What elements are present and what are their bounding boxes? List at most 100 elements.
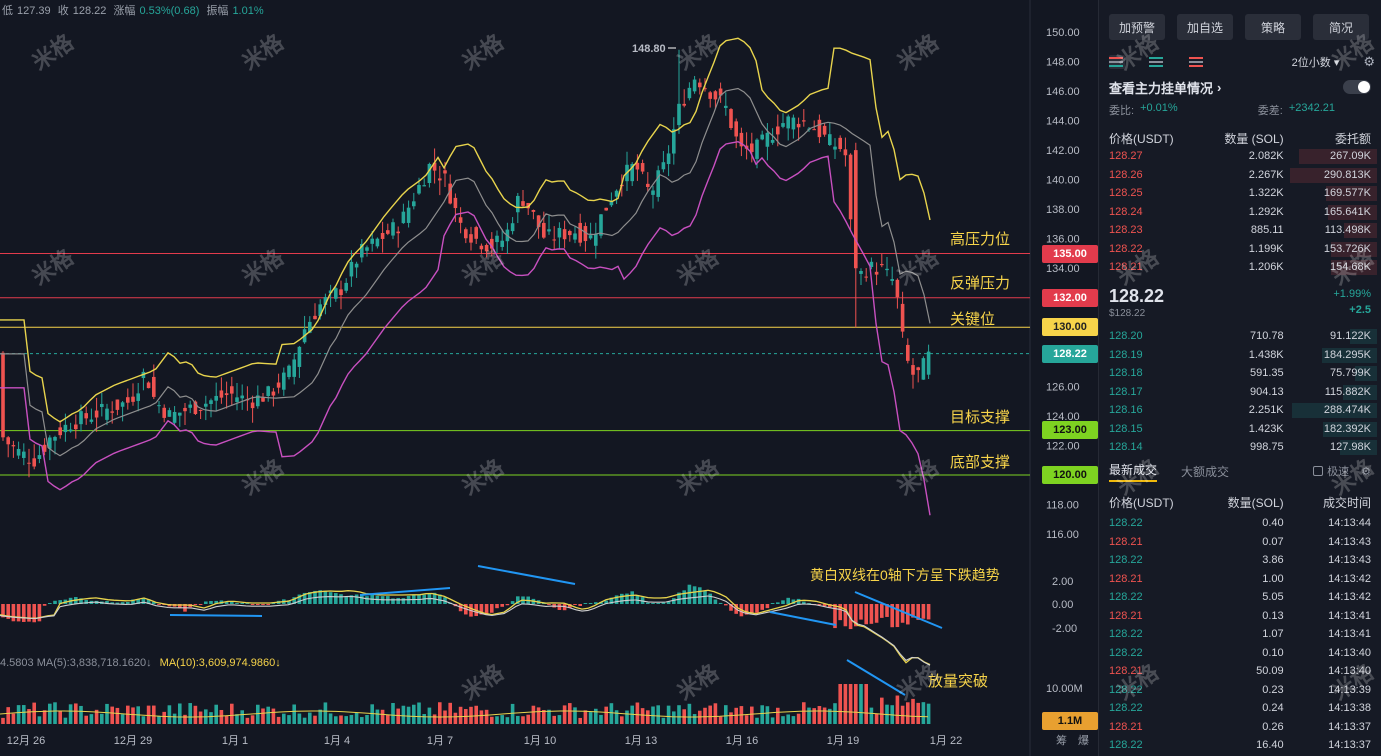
candle-body [365,247,369,251]
overview-button[interactable]: 简况 [1313,14,1369,40]
row-price: 128.24 [1109,205,1143,218]
row-time: 14:13:42 [1328,572,1371,585]
macd-histogram-bar [484,604,489,615]
fast-mode[interactable]: 极速 ⚙ [1313,463,1371,479]
row-amount: 290.813K [1323,168,1371,181]
macd-histogram-bar [854,604,858,627]
tab-latest-trades[interactable]: 最新成交 [1109,461,1158,482]
gear-icon[interactable]: ⚙ [1363,54,1375,69]
row-qty: 1.00 [1262,572,1284,585]
candle-body [822,125,827,135]
row-price: 128.14 [1109,441,1143,454]
corner-label-liquidation[interactable]: 爆 [1078,735,1089,747]
macd-histogram-bar [692,586,697,604]
trades-col-qty[interactable]: 数量(SOL) [1227,496,1284,510]
macd-histogram-bar [495,604,499,609]
row-qty: 0.23 [1262,683,1284,696]
candle-body [230,386,234,394]
book-asks-icon[interactable] [1189,55,1205,69]
gear-icon[interactable]: ⚙ [1361,465,1371,478]
trend-arrow [359,587,451,596]
bid-row[interactable]: 128.18 591.35 75.799K [1099,364,1381,383]
bid-row[interactable]: 128.17 904.13 115.882K [1099,383,1381,402]
trade-row[interactable]: 128.22 3.86 14:13:43 [1099,551,1381,570]
ask-row[interactable]: 128.23 885.11 113.498K [1099,221,1381,240]
volume-bar [869,707,874,724]
mid-price-usd: $128.22 [1109,308,1146,319]
ask-row[interactable]: 128.21 1.206K 154.68K [1099,258,1381,277]
volume-bar [588,712,593,724]
bid-row[interactable]: 128.20 710.78 91.122K [1099,327,1381,346]
candle-body [354,263,359,268]
row-qty: 1.438K [1248,348,1284,361]
row-qty: 998.75 [1250,441,1284,454]
candle-body [781,123,785,127]
bid-row[interactable]: 128.16 2.251K 288.474K [1099,401,1381,420]
row-price: 128.25 [1109,187,1143,200]
candle-body [724,105,728,108]
bid-row[interactable]: 128.15 1.423K 182.392K [1099,420,1381,439]
bid-row[interactable]: 128.19 1.438K 184.295K [1099,346,1381,365]
candle-body [661,162,666,170]
volume-bar [620,716,624,724]
trade-row[interactable]: 128.22 0.24 14:13:38 [1099,699,1381,718]
candle-body [812,129,816,131]
bid-row[interactable]: 128.14 998.75 127.98K [1099,438,1381,457]
candle-body [495,235,499,243]
candle-body [282,372,286,390]
macd-histogram-bar [490,604,494,613]
book-col-qty[interactable]: 数量 (SOL) [1224,132,1284,146]
trade-row[interactable]: 128.22 16.40 14:13:37 [1099,736,1381,755]
volume-bar [110,706,114,724]
ask-row[interactable]: 128.27 2.082K 267.09K [1099,147,1381,166]
chart-canvas[interactable]: 150.00 148.00 146.00 144.00 142.00 140.00 138.… [0,0,1098,756]
book-bids-icon[interactable] [1149,55,1165,69]
diff-label: 委差: [1257,105,1283,117]
book-both-icon[interactable] [1109,55,1125,69]
add-alert-button[interactable]: 加预警 [1109,14,1165,40]
macd-histogram-bar [365,596,369,604]
volume-bar [500,715,504,724]
price-chart[interactable]: 150.00 148.00 146.00 144.00 142.00 140.00 138.… [0,0,1098,756]
trade-row[interactable]: 128.22 0.10 14:13:40 [1099,644,1381,663]
volume-bar [718,716,723,724]
candle-body [531,210,536,212]
high-price-marker: 148.80 [632,43,666,55]
macd-histogram-bar [256,604,260,605]
trade-row[interactable]: 128.22 0.23 14:13:39 [1099,681,1381,700]
add-watchlist-button[interactable]: 加自选 [1177,14,1233,40]
depth-toggle[interactable] [1343,80,1371,94]
volume-bar [287,715,291,724]
book-col-amount[interactable]: 委托额 [1334,132,1371,146]
macd-histogram-bar [781,600,785,604]
ask-row[interactable]: 128.22 1.199K 153.726K [1099,240,1381,259]
trade-row[interactable]: 128.22 0.40 14:13:44 [1099,514,1381,533]
trade-row[interactable]: 128.21 1.00 14:13:42 [1099,570,1381,589]
strategy-button[interactable]: 策略 [1245,14,1301,40]
ask-row[interactable]: 128.26 2.267K 290.813K [1099,166,1381,185]
depth-header[interactable]: 查看主力挂单情况 › [1109,78,1371,96]
ask-list: 128.27 2.082K 267.09K 128.26 2.267K 290.813K 1… [1099,147,1381,277]
trade-row[interactable]: 128.22 5.05 14:13:42 [1099,588,1381,607]
tab-large-trades[interactable]: 大额成交 [1181,464,1230,479]
candle-body [833,146,837,150]
bollinger-upper-line [0,37,931,423]
trade-row[interactable]: 128.21 50.09 14:13:40 [1099,662,1381,681]
corner-label-chips[interactable]: 筹 [1056,735,1067,747]
volume-bar [833,703,837,724]
macd-histogram-bar [817,604,822,605]
candle-body [864,276,868,278]
decimals-select[interactable]: 2位小数 ▾ [1292,54,1340,70]
candle-body [427,163,432,184]
ask-row[interactable]: 128.25 1.322K 169.577K [1099,184,1381,203]
trade-row[interactable]: 128.22 1.07 14:13:41 [1099,625,1381,644]
volume-bar [474,705,478,724]
trade-row[interactable]: 128.21 0.26 14:13:37 [1099,718,1381,737]
trade-row[interactable]: 128.21 0.13 14:13:41 [1099,607,1381,626]
volume-bar [848,684,853,724]
trade-row[interactable]: 128.21 0.07 14:13:43 [1099,533,1381,552]
row-time: 14:13:40 [1328,665,1371,678]
y-tick-label: 142.00 [1046,145,1080,157]
fast-checkbox[interactable] [1313,466,1324,476]
ask-row[interactable]: 128.24 1.292K 165.641K [1099,203,1381,222]
